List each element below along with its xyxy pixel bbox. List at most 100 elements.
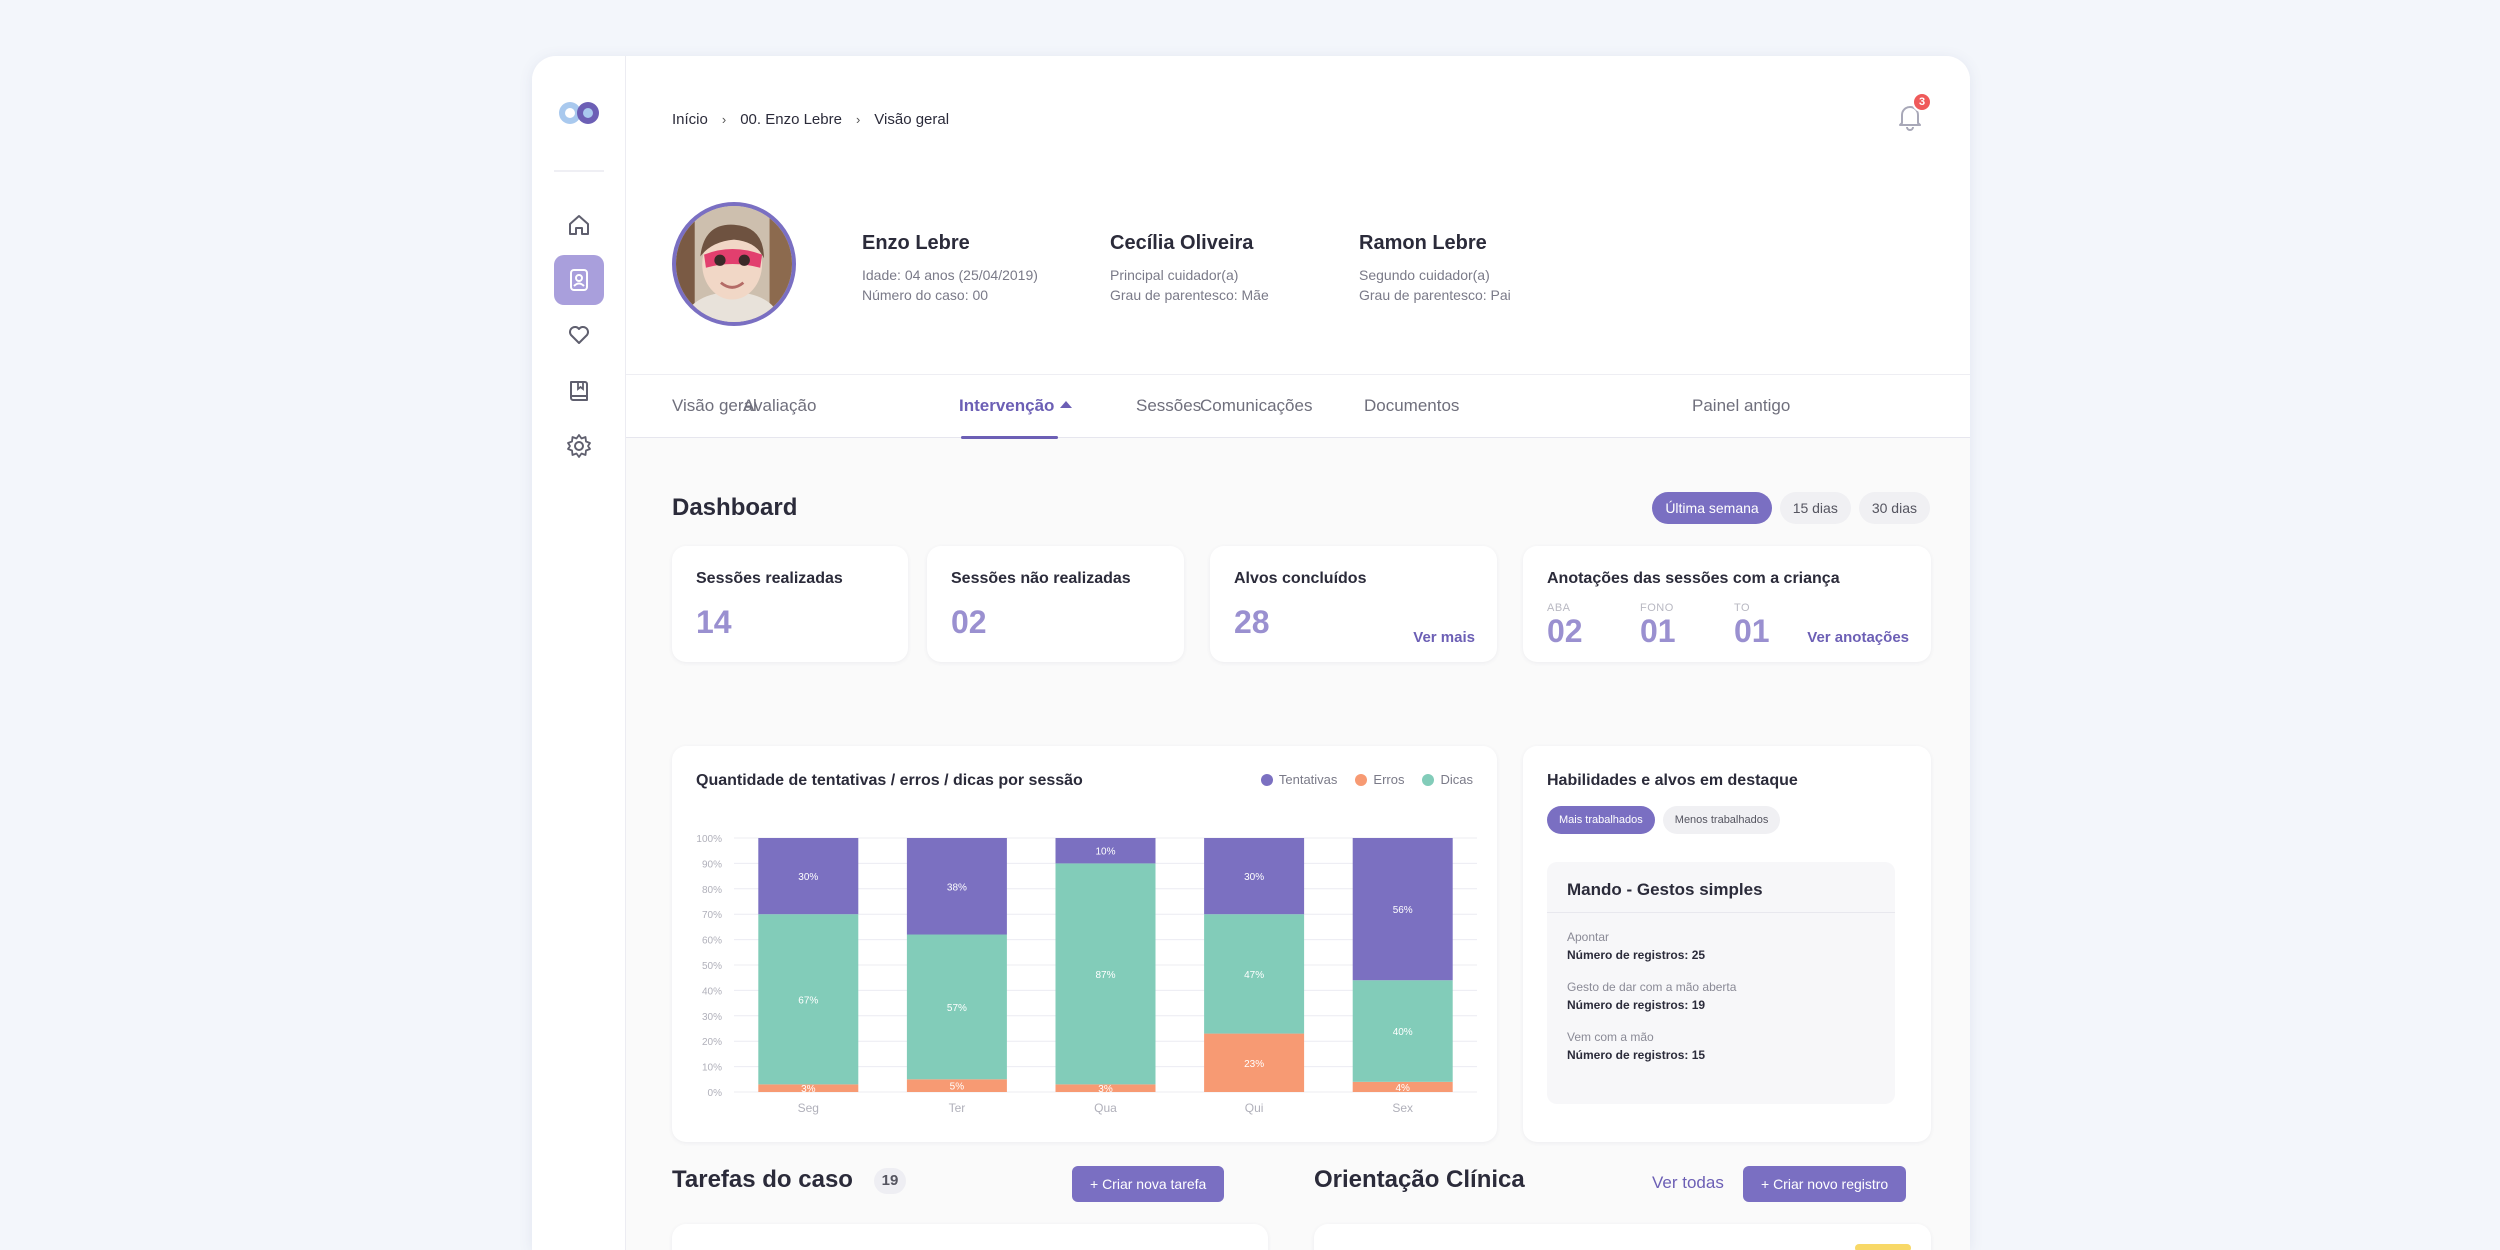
data-label: 40% [1393,1027,1413,1038]
create-record-button[interactable]: + Criar novo registro [1743,1166,1907,1202]
breadcrumb: Início › 00. Enzo Lebre › Visão geral [672,104,949,134]
stat-value: 14 [696,604,732,640]
notes-value: 01 [1640,613,1676,649]
divider [1547,912,1895,913]
skill-item-count: Número de registros: 25 [1567,948,1706,962]
stat-card-sessions-missed: Sessões não realizadas 02 [927,546,1184,662]
create-task-button[interactable]: + Criar nova tarefa [1072,1166,1225,1202]
bar-segment-tentativas [906,838,1007,935]
x-tick-label: Qua [1094,1101,1117,1115]
sidebar-item-home[interactable] [554,200,604,250]
data-label: 30% [798,872,818,883]
app-window: Início › 00. Enzo Lebre › Visão geral 3 [532,56,1970,1250]
data-label: 30% [1244,872,1264,883]
sidebar-item-settings[interactable] [554,421,604,471]
see-notes-link[interactable]: Ver anotações [1807,629,1909,646]
filter-last-week[interactable]: Última semana [1652,492,1772,524]
notes-fono: FONO 01 [1640,602,1676,648]
chart-title: Quantidade de tentativas / erros / dicas… [696,772,1083,789]
data-label: 87% [1095,970,1115,981]
notes-value: 02 [1547,613,1583,649]
skill-item-count: Número de registros: 19 [1567,998,1706,1012]
chevron-right-icon: › [855,111,861,127]
tab-sessions[interactable]: Sessões [1136,396,1202,415]
caregiver-primary: Cecília Oliveira Principal cuidador(a) G… [1110,232,1269,305]
legend-dot [1422,773,1435,786]
caregiver-kinship: Grau de parentesco: Pai [1359,287,1511,303]
skill-item: Apontar Número de registros: 25 [1567,930,1705,962]
y-tick-label: 100% [696,834,722,845]
see-more-link[interactable]: Ver mais [1413,629,1475,646]
notes-label: TO [1734,602,1751,614]
caregiver-kinship: Grau de parentesco: Mãe [1110,287,1269,303]
book-icon [570,381,588,401]
y-tick-label: 0% [708,1088,723,1099]
session-notes-card: Anotações das sessões com a criança ABA … [1523,546,1931,662]
bar-segment-tentativas [1352,838,1453,981]
y-tick-label: 40% [702,986,722,997]
bar-segment-dicas [906,934,1007,1080]
data-label: 3% [1098,1084,1113,1095]
sidebar-item-health[interactable] [554,310,604,360]
notes-title: Anotações das sessões com a criança [1547,570,1840,587]
y-tick-label: 90% [702,859,722,870]
stat-label: Alvos concluídos [1234,570,1367,587]
legend-item-tentativas: Tentativas [1260,772,1337,787]
legend-label: Erros [1373,772,1405,787]
bar-segment-erros [1352,1081,1453,1092]
active-tab-underline [961,436,1059,439]
legend-label: Dicas [1440,772,1473,787]
notification-count-badge: 3 [1912,92,1932,112]
see-all-link[interactable]: Ver todas [1652,1173,1724,1192]
sidebar-item-patient[interactable] [554,255,604,305]
stat-label: Sessões realizadas [696,570,843,587]
x-tick-label: Ter [949,1101,966,1115]
app-logo-icon[interactable] [556,100,602,126]
pill-least-worked[interactable]: Menos trabalhados [1662,806,1781,834]
stat-label: Sessões não realizadas [951,570,1131,587]
main-content: Início › 00. Enzo Lebre › Visão geral 3 [626,56,1970,1250]
breadcrumb-item-home[interactable]: Início [672,110,708,128]
gear-icon [567,434,591,458]
bar-segment-erros [1055,1084,1156,1092]
patient-case-number: Número do caso: 00 [862,287,989,303]
skill-item: Vem com a mão Número de registros: 15 [1567,1030,1705,1062]
stat-value: 02 [951,604,987,640]
skill-item-name: Vem com a mão [1567,1030,1654,1044]
tab-communications[interactable]: Comunicações [1200,396,1313,415]
sidebar [532,56,626,1250]
y-tick-label: 10% [702,1063,722,1074]
bar-segment-erros [1204,1033,1305,1092]
attempts-chart-card: Quantidade de tentativas / erros / dicas… [672,746,1497,1142]
x-tick-label: Seg [798,1101,819,1115]
pill-most-worked[interactable]: Mais trabalhados [1547,806,1655,834]
caregiver-name: Ramon Lebre [1359,232,1487,254]
notifications-button[interactable]: 3 [1890,92,1932,136]
home-icon [569,215,589,235]
data-label: 23% [1244,1059,1264,1070]
tab-intervention[interactable]: Intervenção [959,375,1073,439]
highlights-card: Habilidades e alvos em destaque Mais tra… [1523,746,1931,1142]
bar-segment-erros [906,1079,1007,1092]
heart-icon [569,326,589,344]
sidebar-item-library[interactable] [554,366,604,416]
tab-old-panel[interactable]: Painel antigo [1692,396,1791,415]
tab-documents[interactable]: Documentos [1364,396,1460,415]
tasks-title: Tarefas do caso [672,1166,853,1193]
filter-15-days[interactable]: 15 dias [1779,492,1851,524]
data-label: 47% [1244,970,1264,981]
breadcrumb-item-patient[interactable]: 00. Enzo Lebre [740,110,842,128]
tab-overview[interactable]: Visão geral [672,396,757,415]
x-tick-label: Qui [1245,1101,1264,1115]
legend-dot [1260,773,1273,786]
stat-value: 28 [1234,604,1270,640]
y-tick-label: 70% [702,910,722,921]
filter-30-days[interactable]: 30 dias [1858,492,1930,524]
sidebar-divider [554,170,604,172]
patient-age: Idade: 04 anos (25/04/2019) [862,267,1038,283]
caregiver-role: Segundo cuidador(a) [1359,267,1490,283]
tab-assessment[interactable]: Avaliação [743,396,817,415]
notes-aba: ABA 02 [1547,602,1583,648]
legend-item-dicas: Dicas [1422,772,1473,787]
legend-item-erros: Erros [1355,772,1404,787]
